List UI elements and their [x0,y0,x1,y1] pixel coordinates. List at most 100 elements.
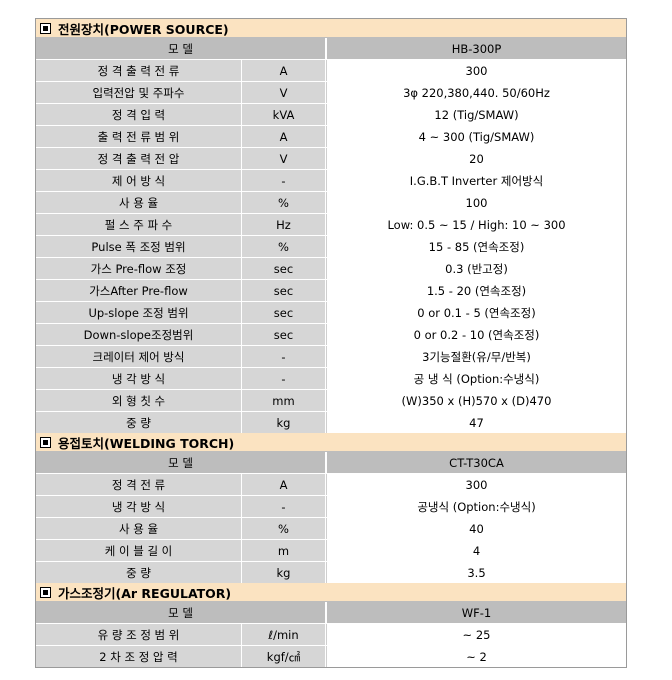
table-row: Pulse 폭 조정 범위% 15 - 85 (연속조정) [36,236,626,258]
spec-unit: mm [242,390,326,411]
model-label: 모 델 [36,602,326,623]
spec-value: 1.5 - 20 (연속조정) [326,280,626,301]
spec-unit: ℓ/min [242,624,326,645]
spec-unit: kgf/㎠ [242,646,326,667]
table-row: 사 용 율% 100 [36,192,626,214]
spec-name: 외 형 칫 수 [36,390,242,411]
checkbox-square-icon [40,436,51,448]
spec-value: 300 [326,60,626,81]
section-title: 가스조정기(Ar REGULATOR) [58,585,232,601]
section-body: 모 델 HB-300P 정 격 출 력 전 류 A 300 입력전압 및 주파수 V 3… [36,38,626,433]
table-row: 2 차 조 정 압 력 kgf/㎠ ~ 2 [36,646,626,667]
table-row: 제 어 방 식 - I.G.B.T Inverter 제어방식 [36,170,626,192]
table-row: 정 격 출 력 전 압 V 20 [36,148,626,170]
checkbox-square-icon [40,22,51,34]
spec-name: 가스 Pre-flow 조정 [36,258,242,279]
spec-value: 20 [326,148,626,169]
spec-name: 2 차 조 정 압 력 [36,646,242,667]
spec-unit: A [242,126,326,147]
spec-name: 크레이터 제어 방식 [36,346,242,367]
spec-value: ~ 2 [326,646,626,667]
table-row: 정 격 입 력 kVA 12 (Tig/SMAW) [36,104,626,126]
model-value: HB-300P [326,38,626,59]
spec-unit: - [242,496,326,517]
model-row: 모 델 HB-300P [36,38,626,60]
spec-unit: kVA [242,104,326,125]
spec-unit: - [242,346,326,367]
table-row: 정 격 전 류 A 300 [36,474,626,496]
model-row: 모 델 WF-1 [36,602,626,624]
table-row: Up-slope 조정 범위 sec 0 or 0.1 - 5 (연속조정) [36,302,626,324]
spec-unit: % [242,236,326,257]
table-row: 중 량 kg 47 [36,412,626,433]
spec-unit: % [242,192,326,213]
table-row: 유 량 조 정 범 위 ℓ/min ~ 25 [36,624,626,646]
model-value: CT-T30CA [326,452,626,473]
spec-unit: - [242,368,326,389]
spec-value: 300 [326,474,626,495]
spec-value: 3φ 220,380,440. 50/60Hz [326,82,626,103]
spec-unit: V [242,148,326,169]
spec-unit: sec [242,258,326,279]
spec-value: Low: 0.5 ~ 15 / High: 10 ~ 300 [326,214,626,235]
section-body: 모 델 CT-T30CA 정 격 전 류 A 300 냉 각 방 식 - 공냉식 (Op… [36,452,626,583]
spec-name: 출 력 전 류 범 위 [36,126,242,147]
table-row: 냉 각 방 식-공 냉 식 (Option:수냉식) [36,368,626,390]
spec-value: 100 [326,192,626,213]
spec-name: 중 량 [36,412,242,433]
spec-name: Up-slope 조정 범위 [36,302,242,323]
spec-value: 3.5 [326,562,626,583]
checkbox-square-icon [40,586,51,598]
section-header-welding-torch: 용접토치(WELDING TORCH) [36,433,626,452]
section-header-ar-regulator: 가스조정기(Ar REGULATOR) [36,583,626,602]
table-row: 사 용 율% 40 [36,518,626,540]
model-label: 모 델 [36,452,326,473]
model-label: 모 델 [36,38,326,59]
spec-value: 40 [326,518,626,539]
spec-name: 유 량 조 정 범 위 [36,624,242,645]
spec-name: 정 격 출 력 전 압 [36,148,242,169]
spec-value: 15 - 85 (연속조정) [326,236,626,257]
model-value: WF-1 [326,602,626,623]
section-header-power-source: 전원장치(POWER SOURCE) [36,19,626,38]
spec-unit: m [242,540,326,561]
spec-name: 케 이 블 길 이 [36,540,242,561]
table-row: Down-slope조정범위 sec 0 or 0.2 - 10 (연속조정) [36,324,626,346]
spec-unit: A [242,60,326,81]
spec-name: Pulse 폭 조정 범위 [36,236,242,257]
spec-table: 전원장치(POWER SOURCE) 모 델 HB-300P 정 격 출 력 전… [35,18,627,668]
spec-value: 4 [326,540,626,561]
spec-name: Down-slope조정범위 [36,324,242,345]
spec-value: 0 or 0.2 - 10 (연속조정) [326,324,626,345]
spec-name: 냉 각 방 식 [36,368,242,389]
spec-name: 정 격 전 류 [36,474,242,495]
table-row: 중 량 kg 3.5 [36,562,626,583]
table-row: 크레이터 제어 방식 -3기능절환(유/무/반복) [36,346,626,368]
model-row: 모 델 CT-T30CA [36,452,626,474]
spec-value: 47 [326,412,626,433]
spec-value: (W)350 x (H)570 x (D)470 [326,390,626,411]
spec-unit: kg [242,562,326,583]
spec-name: 냉 각 방 식 [36,496,242,517]
spec-value: 12 (Tig/SMAW) [326,104,626,125]
table-row: 가스 Pre-flow 조정 sec 0.3 (반고정) [36,258,626,280]
spec-value: 공 냉 식 (Option:수냉식) [326,368,626,389]
spec-value: 3기능절환(유/무/반복) [326,346,626,367]
spec-unit: A [242,474,326,495]
spec-value: 0.3 (반고정) [326,258,626,279]
spec-name: 사 용 율 [36,192,242,213]
section-body: 모 델 WF-1 유 량 조 정 범 위 ℓ/min ~ 25 2 차 조 정 압 … [36,602,626,667]
table-row: 외 형 칫 수 mm (W)350 x (H)570 x (D)470 [36,390,626,412]
spec-value: I.G.B.T Inverter 제어방식 [326,170,626,191]
spec-unit: sec [242,302,326,323]
spec-name: 중 량 [36,562,242,583]
spec-unit: sec [242,324,326,345]
spec-unit: % [242,518,326,539]
spec-unit: kg [242,412,326,433]
section-title: 전원장치(POWER SOURCE) [58,21,229,37]
spec-name: 제 어 방 식 [36,170,242,191]
spec-name: 가스After Pre-flow [36,280,242,301]
table-row: 펄 스 주 파 수 Hz Low: 0.5 ~ 15 / High: 10 ~ 30… [36,214,626,236]
table-row: 정 격 출 력 전 류 A 300 [36,60,626,82]
